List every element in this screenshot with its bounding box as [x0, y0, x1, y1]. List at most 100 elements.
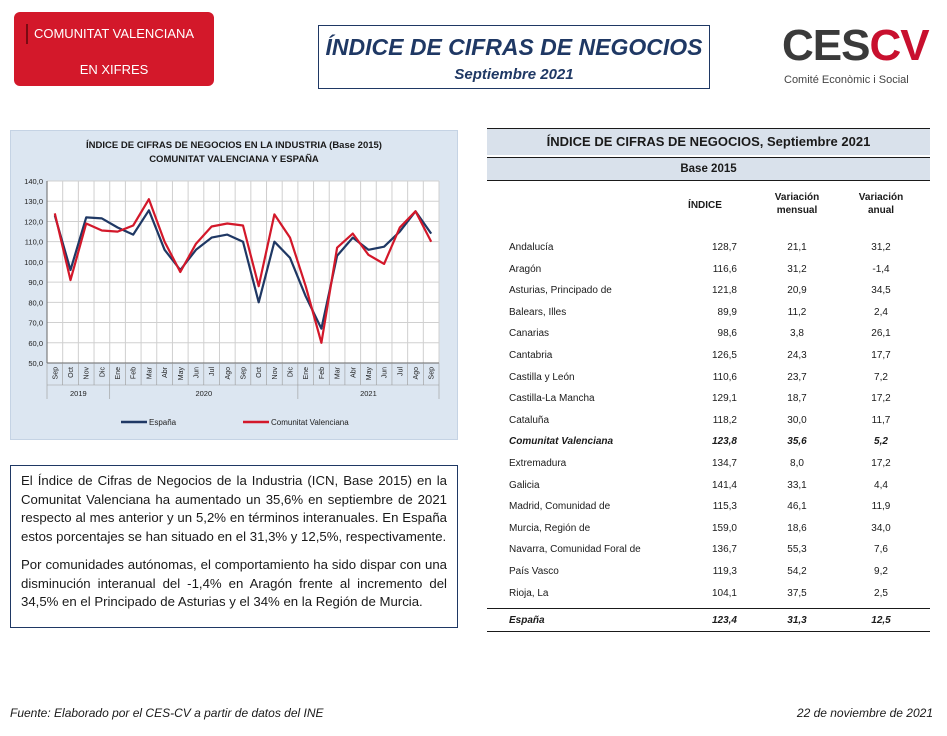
row-annual: 7,6: [874, 544, 888, 556]
row-annual: 7,2: [874, 371, 888, 383]
table-body: Andalucía 128,7 21,1 31,2 Aragón 116,6 31,2 -1,…: [487, 231, 930, 604]
publication-date: 22 de noviembre de 2021: [796, 706, 933, 720]
year-label: 2019: [70, 389, 87, 398]
badge-accent-bar: [26, 24, 28, 44]
row-monthly: 21,1: [787, 242, 807, 253]
table-total-row: España 123,4 31,3 12,5: [487, 608, 930, 633]
row-name: Rioja, La: [509, 587, 549, 599]
row-index: 104,1: [711, 587, 737, 599]
x-tick-label: May: [366, 367, 373, 381]
x-tick-label: Ago: [225, 367, 232, 380]
row-index: 119,3: [712, 565, 737, 577]
y-tick-label: 80,0: [28, 298, 43, 307]
row-annual: 4,4: [874, 479, 888, 491]
valencia-series-line: [53, 198, 433, 344]
y-tick-label: 130,0: [24, 197, 43, 206]
col-header-monthly-line2: mensual: [776, 205, 818, 216]
y-tick-label: 50,0: [28, 359, 43, 368]
x-tick-label: Jun: [382, 367, 389, 378]
table-row: Extremadura 134,7 8,0 17,2: [487, 453, 930, 475]
x-tick-label: Abr: [350, 366, 357, 378]
row-index: 136,7: [711, 544, 737, 556]
row-monthly: 37,5: [787, 587, 807, 599]
table-row: Aragón 116,6 31,2 -1,4: [487, 259, 930, 281]
row-index: 116,6: [712, 263, 737, 275]
total-annual: 12,5: [871, 615, 891, 627]
row-name: Castilla y León: [509, 371, 575, 383]
row-name: Castilla-La Mancha: [509, 393, 595, 405]
data-table: ÍNDICE DE CIFRAS DE NEGOCIOS, Septiembre…: [487, 128, 930, 633]
x-tick-label: Abr: [162, 366, 169, 378]
x-tick-label: Ene: [303, 367, 310, 380]
x-tick-label: Feb: [319, 367, 326, 379]
page-title: ÍNDICE DE CIFRAS DE NEGOCIOS: [325, 34, 703, 60]
col-header-index: ÍNDICE: [688, 200, 722, 211]
table-row: Balears, Illes 89,9 11,2 2,4: [487, 302, 930, 324]
row-name: Navarra, Comunidad Foral de: [509, 544, 641, 556]
row-annual: 26,1: [871, 328, 891, 340]
summary-paragraph-1: El Índice de Cifras de Negocios de la In…: [21, 473, 447, 544]
table-row: Andalucía 128,7 21,1 31,2: [487, 237, 930, 259]
table-row: Madrid, Comunidad de 115,3 46,1 11,9: [487, 496, 930, 518]
table-row: Murcia, Región de 159,0 18,6 34,0: [487, 518, 930, 540]
row-monthly: 8,0: [790, 457, 804, 469]
row-annual: 11,9: [871, 501, 891, 513]
year-label: 2020: [195, 389, 212, 398]
row-monthly: 11,2: [787, 306, 807, 318]
x-tick-label: Oct: [256, 367, 263, 378]
y-tick-label: 60,0: [28, 339, 43, 348]
row-monthly: 18,7: [787, 393, 807, 405]
row-index: 128,7: [711, 242, 737, 253]
x-tick-label: Jul: [397, 367, 404, 376]
x-tick-label: Mar: [146, 366, 153, 379]
table-row: Castilla y León 110,6 23,7 7,2: [487, 367, 930, 389]
page-subtitle: Septiembre 2021: [454, 66, 574, 83]
total-index: 123,4: [711, 615, 737, 627]
row-index: 134,7: [711, 457, 737, 469]
row-index: 141,4: [711, 479, 737, 491]
row-name: Asturias, Principado de: [509, 285, 612, 297]
row-monthly: 20,9: [787, 285, 807, 297]
x-tick-label: Sep: [52, 367, 59, 380]
y-tick-label: 120,0: [24, 217, 43, 226]
summary-paragraph-2: Por comunidades autónomas, el comportami…: [21, 557, 447, 609]
y-tick-label: 140,0: [24, 177, 43, 186]
badge-line-2: EN XIFRES: [79, 62, 149, 77]
row-annual: 17,7: [871, 349, 891, 361]
logo-subtitle: Comité Econòmic i Social: [784, 74, 909, 86]
row-index: 121,8: [711, 285, 737, 297]
row-monthly: 46,1: [787, 501, 807, 513]
logo-cv-text: CV: [869, 21, 929, 70]
table-row: Cantabria 126,5 24,3 17,7: [487, 345, 930, 367]
row-annual: 2,5: [874, 587, 888, 599]
table-base-label: Base 2015: [487, 157, 930, 181]
row-annual: 31,2: [871, 242, 891, 253]
spain-series-line: [53, 209, 433, 330]
row-index: 110,6: [712, 371, 737, 383]
row-name: Extremadura: [509, 457, 567, 469]
x-tick-label: May: [178, 367, 185, 381]
row-name: País Vasco: [509, 565, 559, 577]
row-monthly: 31,2: [787, 263, 807, 275]
region-badge: COMUNITAT VALENCIANA EN XIFRES: [14, 12, 214, 86]
row-monthly: 23,7: [787, 371, 807, 383]
summary-text-box: El Índice de Cifras de Negocios de la In…: [10, 465, 458, 628]
x-tick-label: Oct: [68, 367, 75, 378]
table-header: ÍNDICE Variación mensual Variación anual: [487, 181, 930, 231]
row-annual: 2,4: [874, 306, 888, 318]
y-tick-label: 90,0: [28, 278, 43, 287]
x-tick-label: Jul: [209, 367, 216, 376]
row-index: 98,6: [717, 328, 737, 340]
row-name: Canarias: [509, 328, 550, 340]
row-name: Cataluña: [509, 414, 550, 426]
logo-ces-text: CES: [782, 21, 870, 70]
table-row: País Vasco 119,3 54,2 9,2: [487, 561, 930, 583]
row-index: 89,9: [717, 306, 737, 318]
x-tick-label: Jun: [193, 367, 200, 378]
row-name: Galicia: [509, 479, 540, 491]
y-tick-label: 110,0: [25, 238, 43, 247]
x-tick-label: Dic: [288, 367, 295, 378]
row-name: Comunitat Valenciana: [509, 436, 614, 448]
logo-wordmark: CESCV: [782, 21, 930, 70]
y-tick-label: 100,0: [24, 258, 43, 267]
